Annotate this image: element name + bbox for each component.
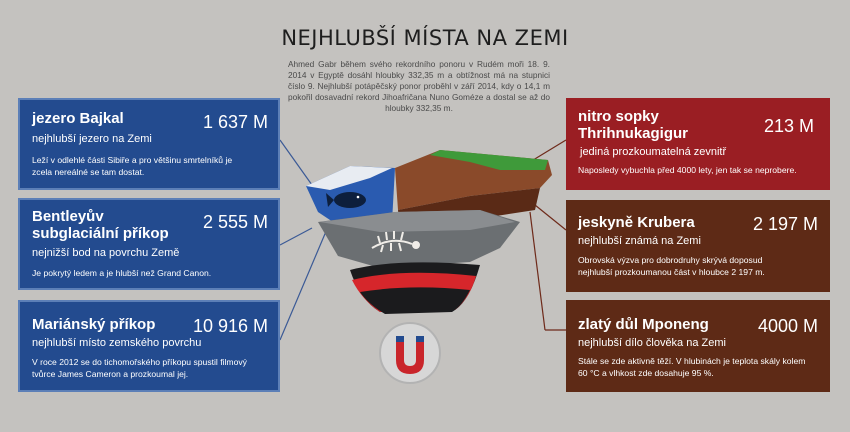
card-value: 2 197 M [752, 214, 818, 234]
card-bajkal: jezero Bajkal 1 637 M nejhlubší jezero n… [18, 98, 280, 190]
magma-crust [360, 287, 470, 314]
card-name: jezero Bajkal [32, 110, 124, 127]
card-subtitle: nejhlubší jezero na Zemi [32, 133, 152, 145]
connector-lines-left [279, 139, 331, 341]
card-name: zlatý důl Mponeng [578, 316, 709, 333]
intro-text: Ahmed Gabr během svého rekordního ponoru… [288, 59, 550, 113]
fossil-icon [371, 231, 420, 253]
card-subtitle: nejhlubší známá na Zemi [578, 235, 701, 247]
card-description: Stále se zde aktivně těží. V hlubinách j… [578, 356, 806, 378]
card-value: 10 916 M [192, 316, 268, 336]
card-thrihnukagigur: nitro sopky Thrihnukagigur 213 M jediná … [566, 98, 830, 190]
core-sphere [379, 322, 441, 384]
card-name: Mariánský příkop [32, 316, 156, 333]
card-description: Obrovská výzva pro dobrodruhy skrývá dop… [578, 255, 765, 277]
ice-layer [306, 166, 392, 190]
page-title: NEJHLUBŠÍ MÍSTA NA ZEMI [281, 26, 569, 50]
card-value: 1 637 M [202, 112, 268, 132]
card-bentley: Bentleyův subglaciální příkop 2 555 M ne… [18, 198, 280, 290]
card-subtitle: nejhlubší místo zemského povrchu [32, 337, 202, 349]
card-name-line2: subglaciální příkop [32, 225, 169, 242]
card-krubera: jeskyně Krubera 2 197 M nejhlubší známá … [566, 200, 830, 292]
card-subtitle: nejnižší bod na povrchu Země [32, 247, 180, 259]
card-name-line1: Bentleyův [32, 208, 104, 225]
card-subtitle: nejhlubší dílo člověka na Zemi [578, 337, 726, 349]
magnet-icon [396, 336, 424, 374]
card-name-line2: Thrihnukagigur [578, 125, 688, 142]
card-name-line1: nitro sopky [578, 108, 659, 125]
card-value: 213 M [763, 116, 814, 136]
card-description: Je pokrytý ledem a je hlubší než Grand C… [32, 268, 212, 278]
card-subtitle: jediná prozkoumatelná zevnitř [580, 146, 727, 158]
whale-icon [326, 192, 366, 208]
rock-layer-top [320, 210, 515, 232]
grass-layer [430, 150, 548, 170]
card-value: 2 555 M [202, 212, 268, 232]
card-description: Leží v odlehlé části Sibiře a pro většin… [32, 155, 233, 177]
card-value: 4000 M [757, 316, 818, 336]
card-name: jeskyně Krubera [578, 214, 695, 231]
card-mponeng: zlatý důl Mponeng 4000 M nejhlubší dílo … [566, 300, 830, 392]
card-description: V roce 2012 se do tichomořského příkopu … [32, 357, 247, 379]
card-description: Naposledy vybuchla před 4000 lety, jen t… [578, 165, 797, 175]
card-mariana: Mariánský příkop 10 916 M nejhlubší míst… [18, 300, 280, 392]
